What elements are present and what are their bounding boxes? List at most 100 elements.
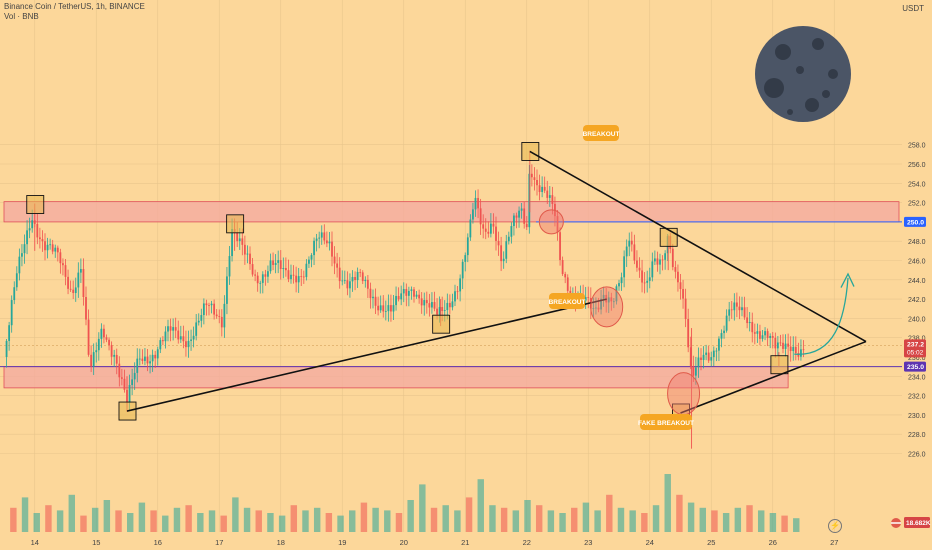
candle[interactable] bbox=[223, 295, 226, 338]
candle[interactable] bbox=[382, 295, 385, 318]
candle[interactable] bbox=[392, 295, 395, 321]
candle[interactable] bbox=[656, 251, 659, 272]
candle[interactable] bbox=[190, 329, 192, 351]
candle[interactable] bbox=[141, 349, 144, 365]
candle[interactable] bbox=[361, 270, 364, 285]
candle[interactable] bbox=[774, 332, 777, 358]
candle[interactable] bbox=[646, 270, 649, 293]
candle[interactable] bbox=[346, 271, 349, 296]
candle[interactable] bbox=[151, 349, 154, 372]
candle[interactable] bbox=[5, 338, 8, 368]
candle[interactable] bbox=[718, 336, 720, 362]
candle[interactable] bbox=[725, 309, 728, 333]
candle[interactable] bbox=[44, 233, 46, 261]
candle[interactable] bbox=[264, 269, 267, 286]
candle[interactable] bbox=[400, 285, 403, 306]
candle[interactable] bbox=[410, 286, 413, 300]
candle[interactable] bbox=[333, 246, 336, 275]
candle[interactable] bbox=[228, 245, 231, 285]
candle[interactable] bbox=[779, 334, 782, 347]
candle[interactable] bbox=[115, 348, 118, 375]
candle[interactable] bbox=[782, 334, 784, 354]
candle[interactable] bbox=[448, 294, 451, 314]
candle[interactable] bbox=[482, 214, 485, 239]
candle[interactable] bbox=[464, 252, 467, 272]
candle[interactable] bbox=[682, 279, 684, 309]
candle[interactable] bbox=[630, 231, 633, 252]
candle[interactable] bbox=[179, 325, 182, 343]
candle[interactable] bbox=[72, 280, 75, 299]
candle[interactable] bbox=[743, 296, 746, 320]
candle[interactable] bbox=[208, 302, 210, 316]
candle[interactable] bbox=[21, 244, 23, 267]
candle[interactable] bbox=[277, 250, 280, 274]
candle[interactable] bbox=[477, 189, 479, 219]
candle[interactable] bbox=[108, 337, 110, 351]
candle[interactable] bbox=[735, 292, 738, 318]
candle[interactable] bbox=[156, 346, 159, 366]
candle[interactable] bbox=[472, 202, 474, 224]
candle[interactable] bbox=[433, 291, 436, 312]
candle[interactable] bbox=[200, 308, 203, 328]
candle[interactable] bbox=[87, 309, 90, 357]
candle[interactable] bbox=[300, 269, 303, 287]
candle[interactable] bbox=[92, 343, 95, 376]
candle[interactable] bbox=[784, 334, 787, 357]
candle[interactable] bbox=[677, 264, 679, 292]
candle[interactable] bbox=[595, 297, 597, 315]
candle[interactable] bbox=[328, 231, 331, 251]
candle[interactable] bbox=[710, 351, 713, 367]
candle[interactable] bbox=[479, 198, 482, 235]
candle[interactable] bbox=[213, 299, 216, 320]
candle[interactable] bbox=[105, 334, 108, 343]
candle[interactable] bbox=[85, 286, 87, 326]
candle[interactable] bbox=[543, 176, 546, 194]
candle[interactable] bbox=[715, 347, 718, 362]
candle[interactable] bbox=[431, 292, 433, 314]
candle[interactable] bbox=[454, 284, 456, 306]
candle[interactable] bbox=[56, 245, 59, 262]
candle[interactable] bbox=[556, 209, 559, 241]
candle[interactable] bbox=[402, 282, 405, 303]
candle[interactable] bbox=[218, 309, 221, 324]
candle[interactable] bbox=[10, 295, 13, 333]
candle[interactable] bbox=[636, 250, 638, 272]
candle[interactable] bbox=[610, 292, 613, 311]
candle[interactable] bbox=[502, 251, 505, 269]
candle[interactable] bbox=[349, 273, 351, 298]
candle[interactable] bbox=[771, 331, 774, 349]
candle[interactable] bbox=[274, 254, 277, 274]
candle[interactable] bbox=[297, 267, 300, 293]
candle[interactable] bbox=[456, 285, 459, 300]
candle[interactable] bbox=[730, 300, 733, 319]
pivot-marker[interactable] bbox=[770, 355, 789, 375]
candle[interactable] bbox=[356, 267, 359, 288]
candle[interactable] bbox=[120, 368, 123, 386]
candle[interactable] bbox=[651, 252, 654, 282]
candle[interactable] bbox=[587, 286, 590, 309]
candle[interactable] bbox=[776, 335, 779, 356]
pivot-marker[interactable] bbox=[432, 314, 451, 334]
candle[interactable] bbox=[615, 284, 618, 305]
candle[interactable] bbox=[195, 314, 198, 341]
candle[interactable] bbox=[18, 248, 21, 281]
candle[interactable] bbox=[95, 342, 98, 363]
candle[interactable] bbox=[74, 277, 77, 302]
candle[interactable] bbox=[530, 164, 533, 187]
candle[interactable] bbox=[407, 286, 410, 307]
candle[interactable] bbox=[379, 295, 382, 313]
candle[interactable] bbox=[110, 341, 113, 366]
candle[interactable] bbox=[705, 344, 708, 361]
candle[interactable] bbox=[625, 239, 628, 267]
candle[interactable] bbox=[618, 279, 620, 291]
candle[interactable] bbox=[592, 297, 595, 318]
candle[interactable] bbox=[738, 296, 741, 320]
candle[interactable] bbox=[559, 227, 561, 266]
candle[interactable] bbox=[487, 221, 490, 238]
candle[interactable] bbox=[541, 176, 544, 198]
candle[interactable] bbox=[720, 329, 723, 348]
candle[interactable] bbox=[495, 216, 497, 251]
candle[interactable] bbox=[733, 293, 736, 321]
candle[interactable] bbox=[664, 250, 667, 270]
